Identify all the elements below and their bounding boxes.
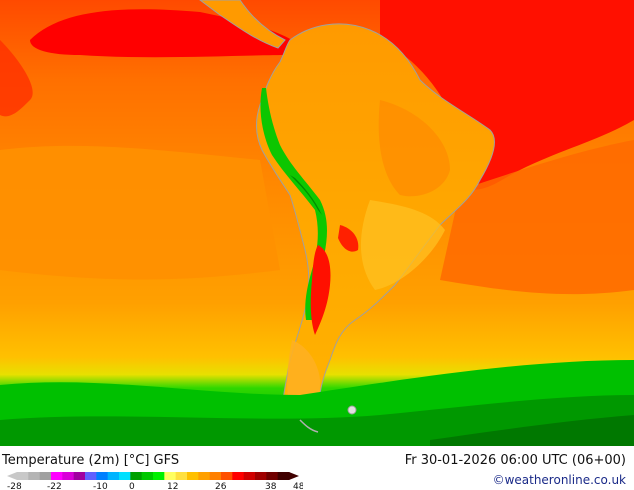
colorbar-left-arrow bbox=[7, 472, 17, 480]
colorbar-swatch bbox=[62, 472, 75, 480]
colorbar-swatch bbox=[96, 472, 109, 480]
temperature-map bbox=[0, 0, 634, 446]
colorbar-swatch bbox=[232, 472, 245, 480]
colorbar-swatch bbox=[130, 472, 143, 480]
atlantic-hot-zone bbox=[380, 0, 634, 190]
colorbar-swatch bbox=[73, 472, 86, 480]
colorbar-swatch bbox=[243, 472, 256, 480]
valid-time: Fr 30-01-2026 06:00 UTC (06+00) bbox=[404, 453, 626, 468]
colorbar-tick-label: -28 bbox=[7, 482, 22, 490]
colorbar-swatch bbox=[141, 472, 154, 480]
colorbar-right-arrow bbox=[289, 472, 299, 480]
brazil-mild-zone bbox=[360, 200, 445, 290]
colorbar-tick-label: 48 bbox=[293, 482, 303, 490]
map-footer: Temperature (2m) [°C] GFS Fr 30-01-2026 … bbox=[0, 446, 634, 490]
atlantic-warm-zone bbox=[440, 140, 634, 295]
colorbar-tick-label: -10 bbox=[93, 482, 108, 490]
central-america-land bbox=[199, 0, 286, 49]
colorbar-tick-label: 12 bbox=[167, 482, 178, 490]
colorbar-swatch bbox=[266, 472, 279, 480]
east-pacific-hot-zone bbox=[0, 40, 33, 117]
coastline-detail bbox=[299, 419, 319, 433]
pacific-warm-band bbox=[0, 145, 280, 280]
argentina-hot-zone bbox=[310, 245, 331, 335]
colorbar-swatch bbox=[17, 472, 29, 480]
site-credit: ©weatheronline.co.uk bbox=[492, 473, 626, 487]
colorbar-tick-label: -22 bbox=[47, 482, 62, 490]
colorbar-swatch bbox=[85, 472, 97, 480]
colorbar-swatch bbox=[28, 472, 41, 480]
colorbar-swatch bbox=[255, 472, 267, 480]
colorbar-tick-label: 26 bbox=[215, 482, 227, 490]
colorbar-swatch bbox=[164, 472, 177, 480]
chaco-hot-zone bbox=[338, 225, 359, 252]
andes-cold-corridor bbox=[260, 88, 327, 320]
map-title: Temperature (2m) [°C] GFS bbox=[2, 453, 180, 468]
island-falklands bbox=[347, 405, 357, 415]
colorbar-swatch bbox=[221, 472, 233, 480]
southern-darkest-band bbox=[430, 415, 634, 446]
colorbar-swatch bbox=[39, 472, 52, 480]
temperature-colorbar: -28 -22 -10 0 12 26 38 48 bbox=[7, 472, 303, 490]
brazil-warm-zone bbox=[378, 100, 450, 197]
colorbar-swatch bbox=[153, 472, 165, 480]
southern-deep-band bbox=[0, 395, 634, 446]
colorbar-tick-label: 38 bbox=[265, 482, 277, 490]
colorbar-swatch bbox=[107, 472, 120, 480]
colorbar-swatch bbox=[119, 472, 131, 480]
colorbar-swatch bbox=[198, 472, 211, 480]
colorbar-swatch bbox=[51, 472, 63, 480]
colorbar-swatch bbox=[209, 472, 222, 480]
colorbar-swatch bbox=[175, 472, 188, 480]
colorbar-swatch bbox=[277, 472, 290, 480]
colorbar-tick-label: 0 bbox=[129, 482, 135, 490]
colorbar-swatch bbox=[187, 472, 199, 480]
